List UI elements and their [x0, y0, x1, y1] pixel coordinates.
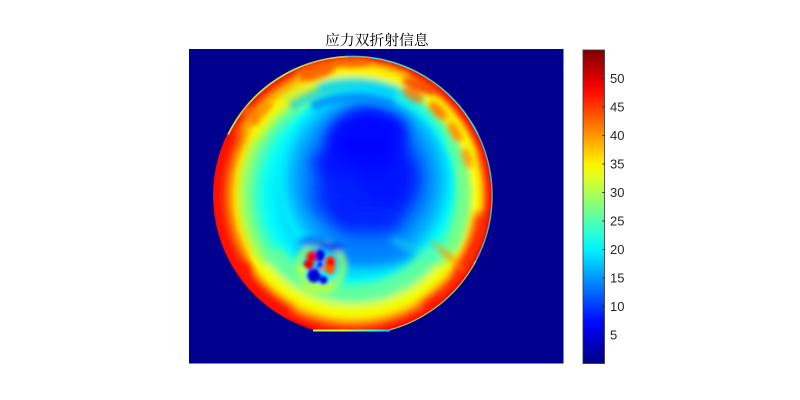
svg-text:45: 45 — [610, 100, 624, 115]
svg-text:20: 20 — [610, 242, 624, 257]
svg-text:35: 35 — [610, 157, 624, 172]
svg-text:10: 10 — [610, 299, 624, 314]
svg-text:25: 25 — [610, 214, 624, 229]
svg-text:5: 5 — [610, 328, 617, 343]
svg-text:50: 50 — [610, 71, 624, 86]
svg-text:40: 40 — [610, 128, 624, 143]
svg-text:30: 30 — [610, 185, 624, 200]
svg-text:15: 15 — [610, 271, 624, 286]
